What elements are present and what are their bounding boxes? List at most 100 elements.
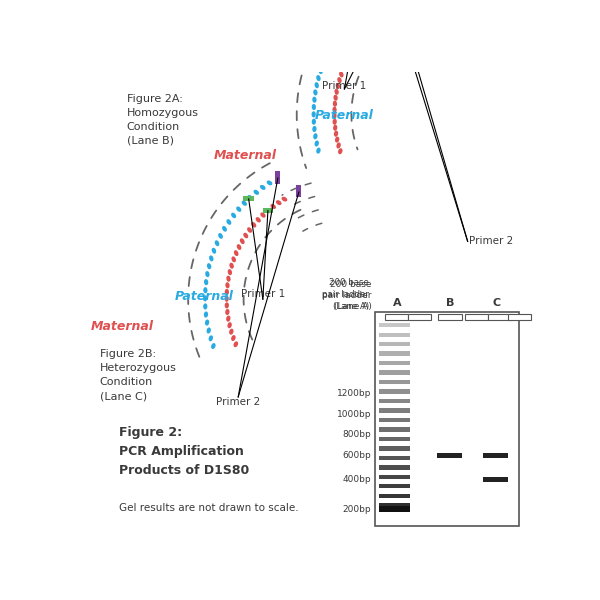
Ellipse shape [265, 208, 271, 213]
FancyBboxPatch shape [296, 185, 301, 197]
Text: Primer 1: Primer 1 [322, 81, 367, 91]
Text: 800bp: 800bp [343, 430, 371, 439]
Ellipse shape [364, 31, 368, 36]
Ellipse shape [323, 55, 328, 60]
Ellipse shape [349, 50, 354, 56]
Ellipse shape [341, 66, 346, 72]
Text: B: B [446, 298, 454, 308]
Ellipse shape [256, 217, 261, 223]
Ellipse shape [381, 15, 387, 20]
Ellipse shape [316, 75, 320, 81]
FancyBboxPatch shape [379, 409, 410, 413]
Ellipse shape [312, 119, 316, 125]
FancyBboxPatch shape [379, 465, 410, 470]
Ellipse shape [312, 104, 316, 110]
Ellipse shape [247, 195, 253, 200]
Text: Maternal: Maternal [214, 149, 277, 162]
FancyBboxPatch shape [379, 370, 410, 374]
FancyBboxPatch shape [379, 446, 410, 451]
Ellipse shape [333, 125, 337, 131]
Ellipse shape [312, 126, 317, 132]
Ellipse shape [281, 197, 287, 202]
FancyBboxPatch shape [379, 456, 410, 460]
Ellipse shape [338, 148, 343, 154]
Ellipse shape [333, 101, 337, 107]
Text: Figure 2B:
Heterozygous
Condition
(Lane C): Figure 2B: Heterozygous Condition (Lane … [100, 349, 176, 401]
Ellipse shape [359, 35, 365, 41]
Ellipse shape [337, 77, 341, 83]
Ellipse shape [218, 233, 223, 239]
FancyBboxPatch shape [379, 361, 410, 365]
Ellipse shape [229, 329, 233, 335]
Ellipse shape [266, 181, 272, 185]
Ellipse shape [334, 131, 338, 137]
Text: Primer 2: Primer 2 [469, 236, 514, 247]
FancyBboxPatch shape [407, 314, 431, 320]
FancyBboxPatch shape [379, 418, 410, 422]
Ellipse shape [232, 256, 236, 262]
Text: 600bp: 600bp [343, 451, 371, 460]
FancyBboxPatch shape [379, 399, 410, 403]
Ellipse shape [224, 296, 229, 302]
Ellipse shape [260, 212, 266, 218]
Ellipse shape [334, 95, 338, 101]
Ellipse shape [227, 322, 232, 328]
FancyBboxPatch shape [379, 380, 410, 384]
Ellipse shape [215, 240, 220, 246]
Ellipse shape [203, 304, 208, 310]
Ellipse shape [237, 244, 241, 250]
FancyBboxPatch shape [275, 171, 280, 184]
Ellipse shape [321, 61, 325, 67]
Ellipse shape [356, 40, 361, 46]
FancyBboxPatch shape [385, 314, 407, 320]
Ellipse shape [313, 89, 317, 95]
Ellipse shape [260, 185, 266, 190]
Ellipse shape [311, 111, 316, 118]
Ellipse shape [358, 8, 363, 13]
Ellipse shape [227, 269, 232, 275]
FancyBboxPatch shape [439, 314, 461, 320]
FancyBboxPatch shape [508, 314, 531, 320]
Ellipse shape [338, 29, 343, 35]
Ellipse shape [344, 61, 348, 66]
FancyBboxPatch shape [483, 453, 508, 458]
Ellipse shape [204, 311, 208, 317]
FancyBboxPatch shape [483, 476, 508, 482]
FancyBboxPatch shape [395, 2, 400, 14]
Ellipse shape [316, 148, 320, 154]
Text: Maternal: Maternal [91, 320, 154, 333]
Ellipse shape [254, 190, 259, 195]
Ellipse shape [207, 263, 211, 269]
Text: 1000bp: 1000bp [337, 410, 371, 419]
Ellipse shape [244, 233, 248, 238]
Ellipse shape [391, 8, 397, 13]
Text: 200 base
pair ladder
(Lane A): 200 base pair ladder (Lane A) [322, 278, 369, 311]
FancyBboxPatch shape [375, 312, 519, 526]
Text: Figure 2:
PCR Amplification
Products of D1S80: Figure 2: PCR Amplification Products of … [119, 426, 249, 477]
Ellipse shape [205, 319, 209, 326]
Ellipse shape [234, 250, 239, 256]
Text: Primer 2: Primer 2 [216, 397, 260, 407]
Ellipse shape [242, 200, 247, 206]
Ellipse shape [386, 11, 392, 17]
Ellipse shape [334, 89, 339, 95]
Ellipse shape [346, 55, 351, 61]
Ellipse shape [372, 22, 377, 28]
FancyBboxPatch shape [379, 503, 410, 508]
FancyBboxPatch shape [437, 453, 461, 458]
Ellipse shape [225, 289, 229, 295]
Ellipse shape [203, 287, 208, 293]
Text: Paternal: Paternal [315, 109, 374, 122]
Ellipse shape [363, 3, 368, 8]
FancyBboxPatch shape [379, 332, 410, 337]
Ellipse shape [330, 41, 335, 47]
Ellipse shape [251, 222, 256, 227]
Ellipse shape [226, 282, 230, 289]
Ellipse shape [226, 316, 230, 322]
FancyBboxPatch shape [263, 208, 273, 213]
Text: Paternal: Paternal [175, 290, 234, 303]
Ellipse shape [334, 35, 339, 41]
Text: Primer 1: Primer 1 [241, 289, 285, 299]
Ellipse shape [209, 256, 214, 262]
Ellipse shape [276, 200, 281, 205]
